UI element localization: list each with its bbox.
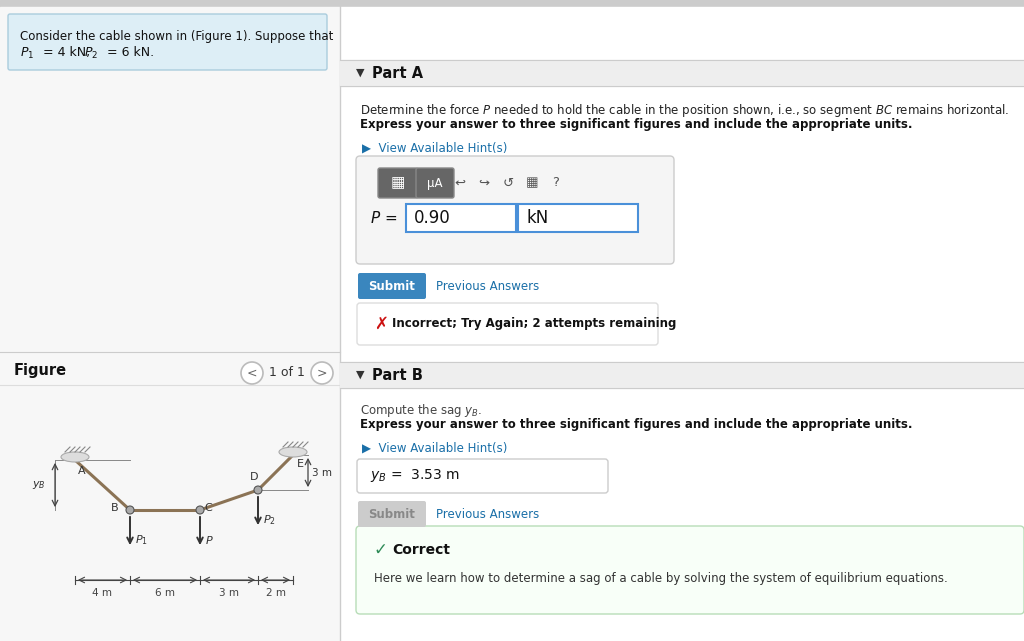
FancyBboxPatch shape bbox=[356, 156, 674, 264]
Text: Correct: Correct bbox=[392, 543, 450, 557]
Text: = 6 kN.: = 6 kN. bbox=[103, 46, 155, 59]
Text: 6 m: 6 m bbox=[155, 588, 175, 598]
Text: ▦: ▦ bbox=[391, 176, 406, 190]
Text: C: C bbox=[204, 503, 212, 513]
Text: Here we learn how to determine a sag of a cable by solving the system of equilib: Here we learn how to determine a sag of … bbox=[374, 572, 948, 585]
Text: Submit: Submit bbox=[369, 279, 416, 292]
Ellipse shape bbox=[61, 452, 89, 462]
Text: ▶  View Available Hint(s): ▶ View Available Hint(s) bbox=[362, 442, 507, 455]
Text: ▼: ▼ bbox=[356, 68, 365, 78]
Bar bbox=[340, 60, 1024, 86]
Circle shape bbox=[311, 362, 333, 384]
Text: Incorrect; Try Again; 2 attempts remaining: Incorrect; Try Again; 2 attempts remaini… bbox=[392, 317, 677, 331]
Text: $P_1$: $P_1$ bbox=[20, 46, 34, 61]
Circle shape bbox=[241, 362, 263, 384]
Text: >: > bbox=[316, 367, 328, 379]
Text: ✗: ✗ bbox=[374, 315, 388, 333]
Text: $P_1$: $P_1$ bbox=[135, 533, 147, 547]
Bar bbox=[0, 0, 1024, 7]
Text: E: E bbox=[297, 459, 304, 469]
Text: kN: kN bbox=[526, 209, 548, 227]
Text: = 4 kN,: = 4 kN, bbox=[39, 46, 98, 59]
Text: ▦: ▦ bbox=[525, 176, 539, 190]
FancyBboxPatch shape bbox=[416, 168, 454, 198]
Text: $P$ =: $P$ = bbox=[370, 210, 397, 226]
Text: Figure: Figure bbox=[14, 363, 68, 378]
Bar bbox=[340, 7, 1024, 641]
Text: A: A bbox=[78, 466, 86, 476]
Text: 3 m: 3 m bbox=[219, 588, 239, 598]
Text: Determine the force $P$ needed to hold the cable in the position shown, i.e., so: Determine the force $P$ needed to hold t… bbox=[360, 102, 1010, 119]
FancyBboxPatch shape bbox=[358, 501, 426, 527]
FancyBboxPatch shape bbox=[8, 14, 327, 70]
FancyBboxPatch shape bbox=[356, 526, 1024, 614]
Text: 4 m: 4 m bbox=[92, 588, 113, 598]
Text: 2 m: 2 m bbox=[265, 588, 286, 598]
Text: ?: ? bbox=[553, 176, 559, 190]
Text: Express your answer to three significant figures and include the appropriate uni: Express your answer to three significant… bbox=[360, 418, 912, 431]
Text: Express your answer to three significant figures and include the appropriate uni: Express your answer to three significant… bbox=[360, 118, 912, 131]
Text: ↪: ↪ bbox=[478, 176, 489, 190]
Text: Consider the cable shown in (Figure 1). Suppose that: Consider the cable shown in (Figure 1). … bbox=[20, 30, 334, 43]
Text: ↩: ↩ bbox=[455, 176, 466, 190]
Text: B: B bbox=[111, 503, 118, 513]
Text: Part A: Part A bbox=[372, 65, 423, 81]
FancyBboxPatch shape bbox=[378, 168, 418, 198]
Circle shape bbox=[196, 506, 204, 514]
Text: Submit: Submit bbox=[369, 508, 416, 520]
Text: $P_2$: $P_2$ bbox=[263, 513, 275, 527]
Text: 3 m: 3 m bbox=[312, 467, 332, 478]
Text: $P$: $P$ bbox=[205, 534, 214, 546]
Ellipse shape bbox=[279, 447, 307, 457]
Text: <: < bbox=[247, 367, 257, 379]
Text: ▶  View Available Hint(s): ▶ View Available Hint(s) bbox=[362, 142, 507, 155]
Bar bbox=[0, 7, 340, 641]
FancyBboxPatch shape bbox=[358, 273, 426, 299]
Text: ✓: ✓ bbox=[374, 541, 388, 559]
FancyBboxPatch shape bbox=[357, 303, 658, 345]
Text: ▼: ▼ bbox=[356, 370, 365, 380]
Text: Part B: Part B bbox=[372, 367, 423, 383]
Text: $y_B$ =  3.53 m: $y_B$ = 3.53 m bbox=[370, 467, 460, 485]
Text: Compute the sag $y_B$.: Compute the sag $y_B$. bbox=[360, 402, 482, 419]
Bar bbox=[518, 204, 638, 232]
Bar bbox=[406, 204, 516, 232]
Text: 1 of 1: 1 of 1 bbox=[269, 367, 305, 379]
Circle shape bbox=[126, 506, 134, 514]
Bar bbox=[340, 362, 1024, 388]
FancyBboxPatch shape bbox=[357, 459, 608, 493]
Text: ↺: ↺ bbox=[503, 176, 514, 190]
Circle shape bbox=[254, 486, 262, 494]
Text: μA: μA bbox=[427, 176, 442, 190]
Text: Previous Answers: Previous Answers bbox=[436, 508, 540, 520]
Text: $P_2$: $P_2$ bbox=[84, 46, 98, 61]
Text: Previous Answers: Previous Answers bbox=[436, 279, 540, 292]
Text: 0.90: 0.90 bbox=[414, 209, 451, 227]
Text: $y_B$: $y_B$ bbox=[33, 479, 46, 491]
Text: D: D bbox=[250, 472, 258, 482]
